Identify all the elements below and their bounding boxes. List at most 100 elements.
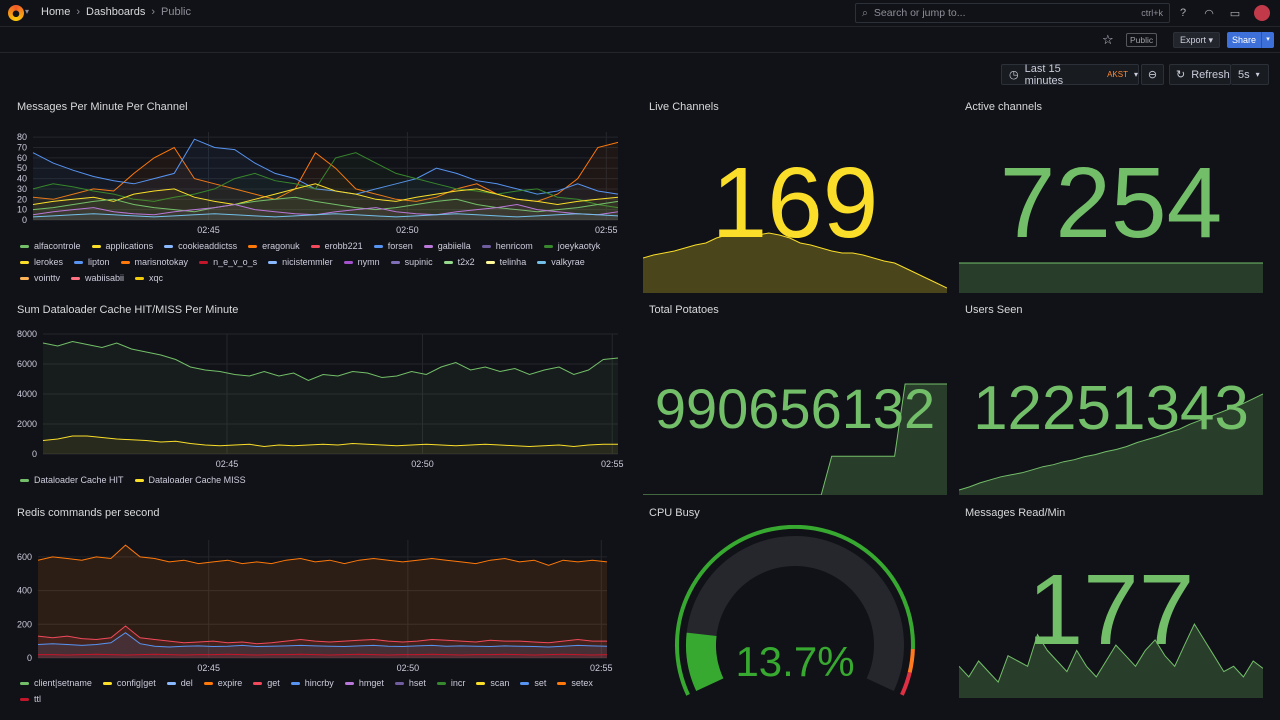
panel-title-cache[interactable]: Sum Dataloader Cache HIT/MISS Per Minute — [17, 304, 239, 316]
series-line[interactable] — [37, 625, 607, 645]
refresh-button[interactable]: ↻ Refresh — [1169, 64, 1231, 85]
breadcrumb-home[interactable]: Home — [41, 6, 71, 18]
legend-label: client|setname — [34, 678, 92, 688]
legend-item[interactable]: alfacontrole — [20, 238, 81, 254]
breadcrumb-dashboards[interactable]: Dashboards — [86, 6, 146, 18]
cache-hit-miss-chart[interactable]: 0 2000 4000 6000 8000 02:45 02:50 02:55 — [10, 328, 630, 473]
kiosk-mode-icon[interactable]: ▭ — [1229, 7, 1241, 20]
legend-item[interactable]: vointtv — [20, 270, 60, 286]
legend-swatch — [164, 244, 174, 248]
legend-item[interactable]: client|setname — [20, 675, 92, 691]
legend-item[interactable]: eragonuk — [248, 238, 300, 254]
y-tick-label: 8000 — [17, 329, 37, 339]
legend-item[interactable]: supinic — [390, 254, 433, 270]
legend-label: incr — [450, 678, 466, 688]
news-feed-icon[interactable]: ◠ — [1204, 7, 1214, 20]
legend-item[interactable]: hset — [394, 675, 426, 691]
series-line[interactable] — [37, 632, 608, 648]
legend-item[interactable]: applications — [91, 238, 153, 254]
legend-item[interactable]: config|get — [102, 675, 156, 691]
legend-item[interactable]: lipton — [74, 254, 110, 270]
legend-item[interactable]: setex — [557, 675, 593, 691]
legend-item[interactable]: valkyrae — [537, 254, 585, 270]
legend-item[interactable]: erobb221 — [310, 238, 363, 254]
panel-title-cpu-busy[interactable]: CPU Busy — [649, 507, 700, 519]
legend-item[interactable]: scan — [476, 675, 509, 691]
series-line[interactable] — [32, 183, 619, 206]
legend-item[interactable]: wabiisabii — [71, 270, 124, 286]
legend-item[interactable]: set — [520, 675, 546, 691]
sparkline-area — [643, 233, 947, 293]
share-button[interactable]: Share — [1227, 32, 1262, 48]
legend-item[interactable]: ttl — [20, 691, 41, 707]
legend-item[interactable]: joeykaotyk — [543, 238, 601, 254]
legend-item[interactable]: expire — [203, 675, 242, 691]
share-dropdown-icon[interactable]: ▾ — [1261, 32, 1274, 48]
panel-title-redis[interactable]: Redis commands per second — [17, 507, 160, 519]
chevron-down-icon[interactable]: ▾ — [25, 7, 30, 16]
breadcrumb-current: Public — [161, 6, 191, 18]
legend-item[interactable]: hincrby — [290, 675, 334, 691]
export-button[interactable]: Export ▾ — [1173, 32, 1221, 48]
series-line[interactable] — [32, 213, 619, 218]
legend-item[interactable]: del — [166, 675, 193, 691]
legend-swatch — [390, 260, 400, 264]
help-icon[interactable]: ? — [1179, 7, 1187, 19]
x-tick-label: 02:50 — [411, 459, 434, 469]
legend-item[interactable]: hmget — [344, 675, 384, 691]
legend-item[interactable]: Dataloader Cache HIT — [20, 472, 124, 488]
y-tick-label: 80 — [17, 132, 27, 142]
time-range-picker[interactable]: ◷ Last 15 minutes AKST ▾ — [1001, 62, 1139, 87]
legend-item[interactable]: get — [253, 675, 280, 691]
series-line[interactable] — [38, 653, 608, 656]
user-avatar[interactable] — [1254, 5, 1270, 21]
star-icon[interactable]: ☆ — [1102, 32, 1114, 47]
legend-swatch — [476, 681, 486, 685]
legend-label: erobb221 — [324, 241, 363, 251]
y-tick-label: 30 — [17, 184, 27, 194]
panel-title-messages-read[interactable]: Messages Read/Min — [965, 507, 1066, 519]
series-line[interactable] — [32, 203, 619, 216]
search-input[interactable]: ⌕ Search or jump to... ctrl+k — [855, 3, 1170, 23]
panel-title-live-channels[interactable]: Live Channels — [649, 101, 719, 113]
legend-item[interactable]: nicistemmler — [268, 254, 333, 270]
gauge-threshold-green — [674, 525, 915, 696]
series-line[interactable] — [32, 196, 619, 213]
redis-commands-chart[interactable]: 0 200 400 600 02:45 02:50 02:55 — [10, 538, 630, 676]
legend-item[interactable]: Dataloader Cache MISS — [134, 472, 246, 488]
panel-title-total-potatoes[interactable]: Total Potatoes — [649, 304, 719, 316]
zoom-out-button[interactable]: ⊖ — [1141, 64, 1164, 85]
legend-item[interactable]: forsen — [373, 238, 413, 254]
legend-swatch — [74, 260, 84, 264]
panel-title-messages[interactable]: Messages Per Minute Per Channel — [17, 101, 188, 113]
sparkline-line — [959, 622, 1263, 684]
legend-item[interactable]: n_e_v_o_s — [199, 254, 257, 270]
legend-item[interactable]: t2x2 — [443, 254, 475, 270]
refresh-interval-picker[interactable]: 5s ▾ — [1231, 64, 1269, 85]
legend-swatch — [290, 681, 300, 685]
series-line[interactable] — [37, 544, 608, 566]
time-range-label: Last 15 minutes — [1024, 62, 1064, 87]
legend-item[interactable]: lerokes — [20, 254, 63, 270]
legend-item[interactable]: marisnotokay — [120, 254, 188, 270]
messages-read-value: 177 — [1027, 554, 1195, 666]
legend-swatch — [373, 244, 383, 248]
legend-item[interactable]: telinha — [485, 254, 526, 270]
legend-label: joeykaotyk — [557, 241, 601, 251]
series-line[interactable] — [32, 138, 619, 195]
series-line[interactable] — [32, 152, 619, 209]
legend-item[interactable]: nymn — [343, 254, 380, 270]
panel-title-active-channels[interactable]: Active channels — [965, 101, 1043, 113]
legend-item[interactable]: cookieaddictss — [164, 238, 237, 254]
panel-title-users-seen[interactable]: Users Seen — [965, 304, 1023, 316]
legend-item[interactable]: henricom — [481, 238, 533, 254]
series-line[interactable] — [42, 340, 619, 382]
legend-item[interactable]: xqc — [135, 270, 163, 286]
users-seen-value: 12251343 — [973, 374, 1249, 443]
refresh-interval-value: 5s — [1238, 68, 1250, 81]
grafana-logo-icon[interactable] — [8, 5, 24, 21]
series-line[interactable] — [42, 435, 618, 448]
legend-item[interactable]: gabiiella — [423, 238, 471, 254]
legend-item[interactable]: incr — [436, 675, 466, 691]
